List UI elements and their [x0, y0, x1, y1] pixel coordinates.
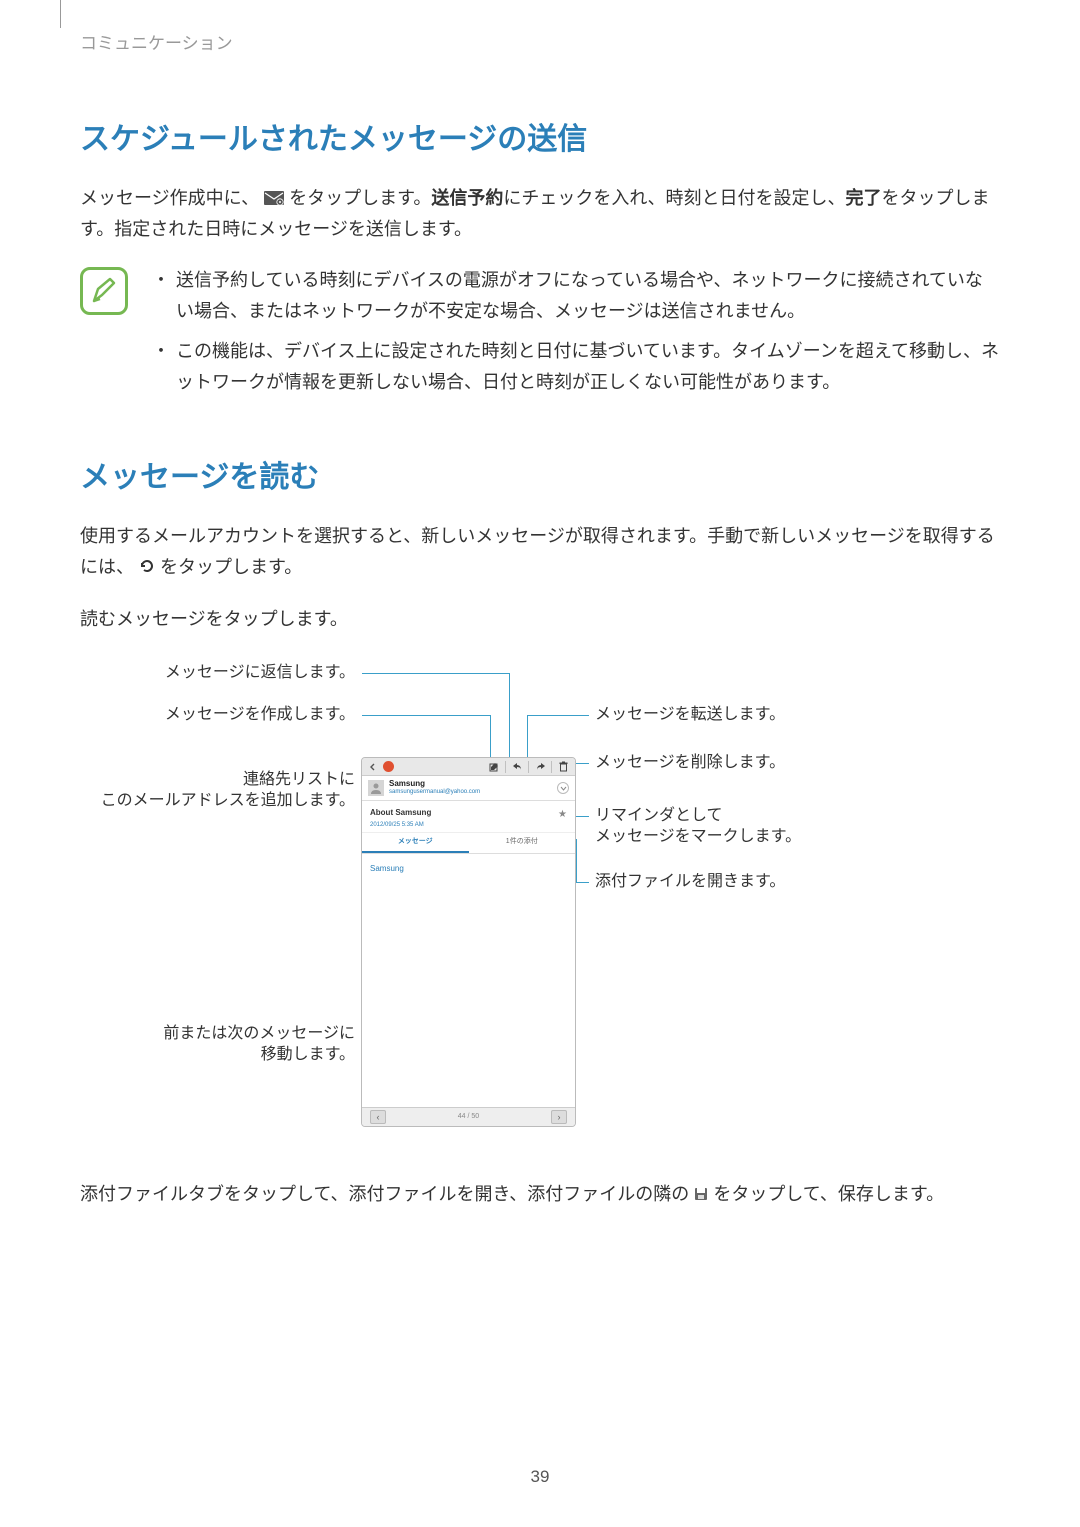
prev-message-button[interactable]: ‹ [370, 1110, 386, 1124]
sender-name: Samsung [389, 780, 552, 789]
note-block: 送信予約している時刻にデバイスの電源がオフになっている場合や、ネットワークに接続… [80, 265, 1000, 407]
callout-compose: メッセージを作成します。 [80, 705, 355, 726]
expand-icon[interactable] [557, 782, 569, 794]
subject-row: About Samsung 2012/09/25 5:35 AM ★ [362, 801, 575, 833]
callout-add-contact: 連絡先リストに このメールアドレスを追加します。 [80, 770, 355, 812]
leader [509, 673, 510, 759]
footer-paragraph: 添付ファイルタブをタップして、添付ファイルを開き、添付ファイルの隣の をタップし… [80, 1179, 1000, 1211]
sender-row[interactable]: Samsung samsungusermanual@yahoo.com [362, 776, 575, 801]
message-reader-diagram: メッセージに返信します。 メッセージを作成します。 連絡先リストに このメールア… [80, 654, 1000, 1154]
phone-mockup: Samsung samsungusermanual@yahoo.com Abou… [361, 757, 576, 1127]
compose-icon[interactable] [487, 760, 501, 774]
sender-email: samsungusermanual@yahoo.com [389, 789, 552, 796]
section2-para1: 使用するメールアカウントを選択すると、新しいメッセージが取得されます。手動で新し… [80, 521, 1000, 583]
leader [576, 839, 577, 883]
leader [362, 673, 509, 674]
message-body: Samsung [362, 854, 575, 1104]
phone-bottom-nav: ‹ 44 / 50 › [362, 1107, 575, 1126]
callout-forward: メッセージを転送します。 [595, 705, 785, 726]
star-icon[interactable]: ★ [558, 806, 567, 830]
tab-attachment[interactable]: 1件の添付 [469, 833, 576, 853]
note-item-2: この機能は、デバイス上に設定された時刻と日付に基づいています。タイムゾーンを超え… [152, 336, 1000, 397]
subject-title: About Samsung [370, 806, 558, 820]
save-disk-icon [694, 1180, 708, 1211]
page-number: 39 [0, 1463, 1080, 1492]
callout-delete: メッセージを削除します。 [595, 753, 785, 774]
callout-reply: メッセージに返信します。 [80, 663, 355, 684]
leader [527, 715, 528, 759]
tab-message[interactable]: メッセージ [362, 833, 469, 853]
section1-title: スケジュールされたメッセージの送信 [80, 114, 1000, 165]
note-item-1: 送信予約している時刻にデバイスの電源がオフになっている場合や、ネットワークに接続… [152, 265, 1000, 326]
leader [527, 715, 589, 716]
section2-title: メッセージを読む [80, 452, 1000, 503]
envelope-gear-icon [264, 184, 284, 215]
subject-date: 2012/09/25 5:35 AM [370, 820, 558, 830]
reply-icon[interactable] [510, 760, 524, 774]
callout-attachment: 添付ファイルを開きます。 [595, 872, 785, 893]
leader [362, 715, 490, 716]
section2-para2: 読むメッセージをタップします。 [80, 604, 1000, 635]
section1-paragraph: メッセージ作成中に、 をタップします。送信予約にチェックを入れ、時刻と日付を設定… [80, 183, 1000, 245]
leader [490, 715, 491, 759]
refresh-icon [139, 553, 155, 584]
phone-toolbar [362, 758, 575, 776]
breadcrumb: コミュニケーション [80, 30, 1000, 59]
callout-navigate: 前または次のメッセージに 移動します。 [80, 1024, 355, 1066]
back-icon[interactable] [367, 761, 379, 773]
leader [576, 882, 589, 883]
next-message-button[interactable]: › [551, 1110, 567, 1124]
avatar-icon [368, 780, 384, 796]
unread-count-icon [383, 761, 394, 772]
phone-tabs: メッセージ 1件の添付 [362, 833, 575, 854]
forward-icon[interactable] [533, 760, 547, 774]
delete-icon[interactable] [556, 760, 570, 774]
note-pen-icon [80, 267, 128, 315]
callout-reminder: リマインダとして メッセージをマークします。 [595, 806, 801, 848]
message-counter: 44 / 50 [458, 1111, 479, 1123]
